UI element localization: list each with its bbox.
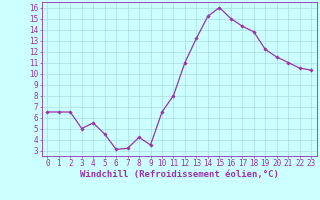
X-axis label: Windchill (Refroidissement éolien,°C): Windchill (Refroidissement éolien,°C) [80,170,279,179]
